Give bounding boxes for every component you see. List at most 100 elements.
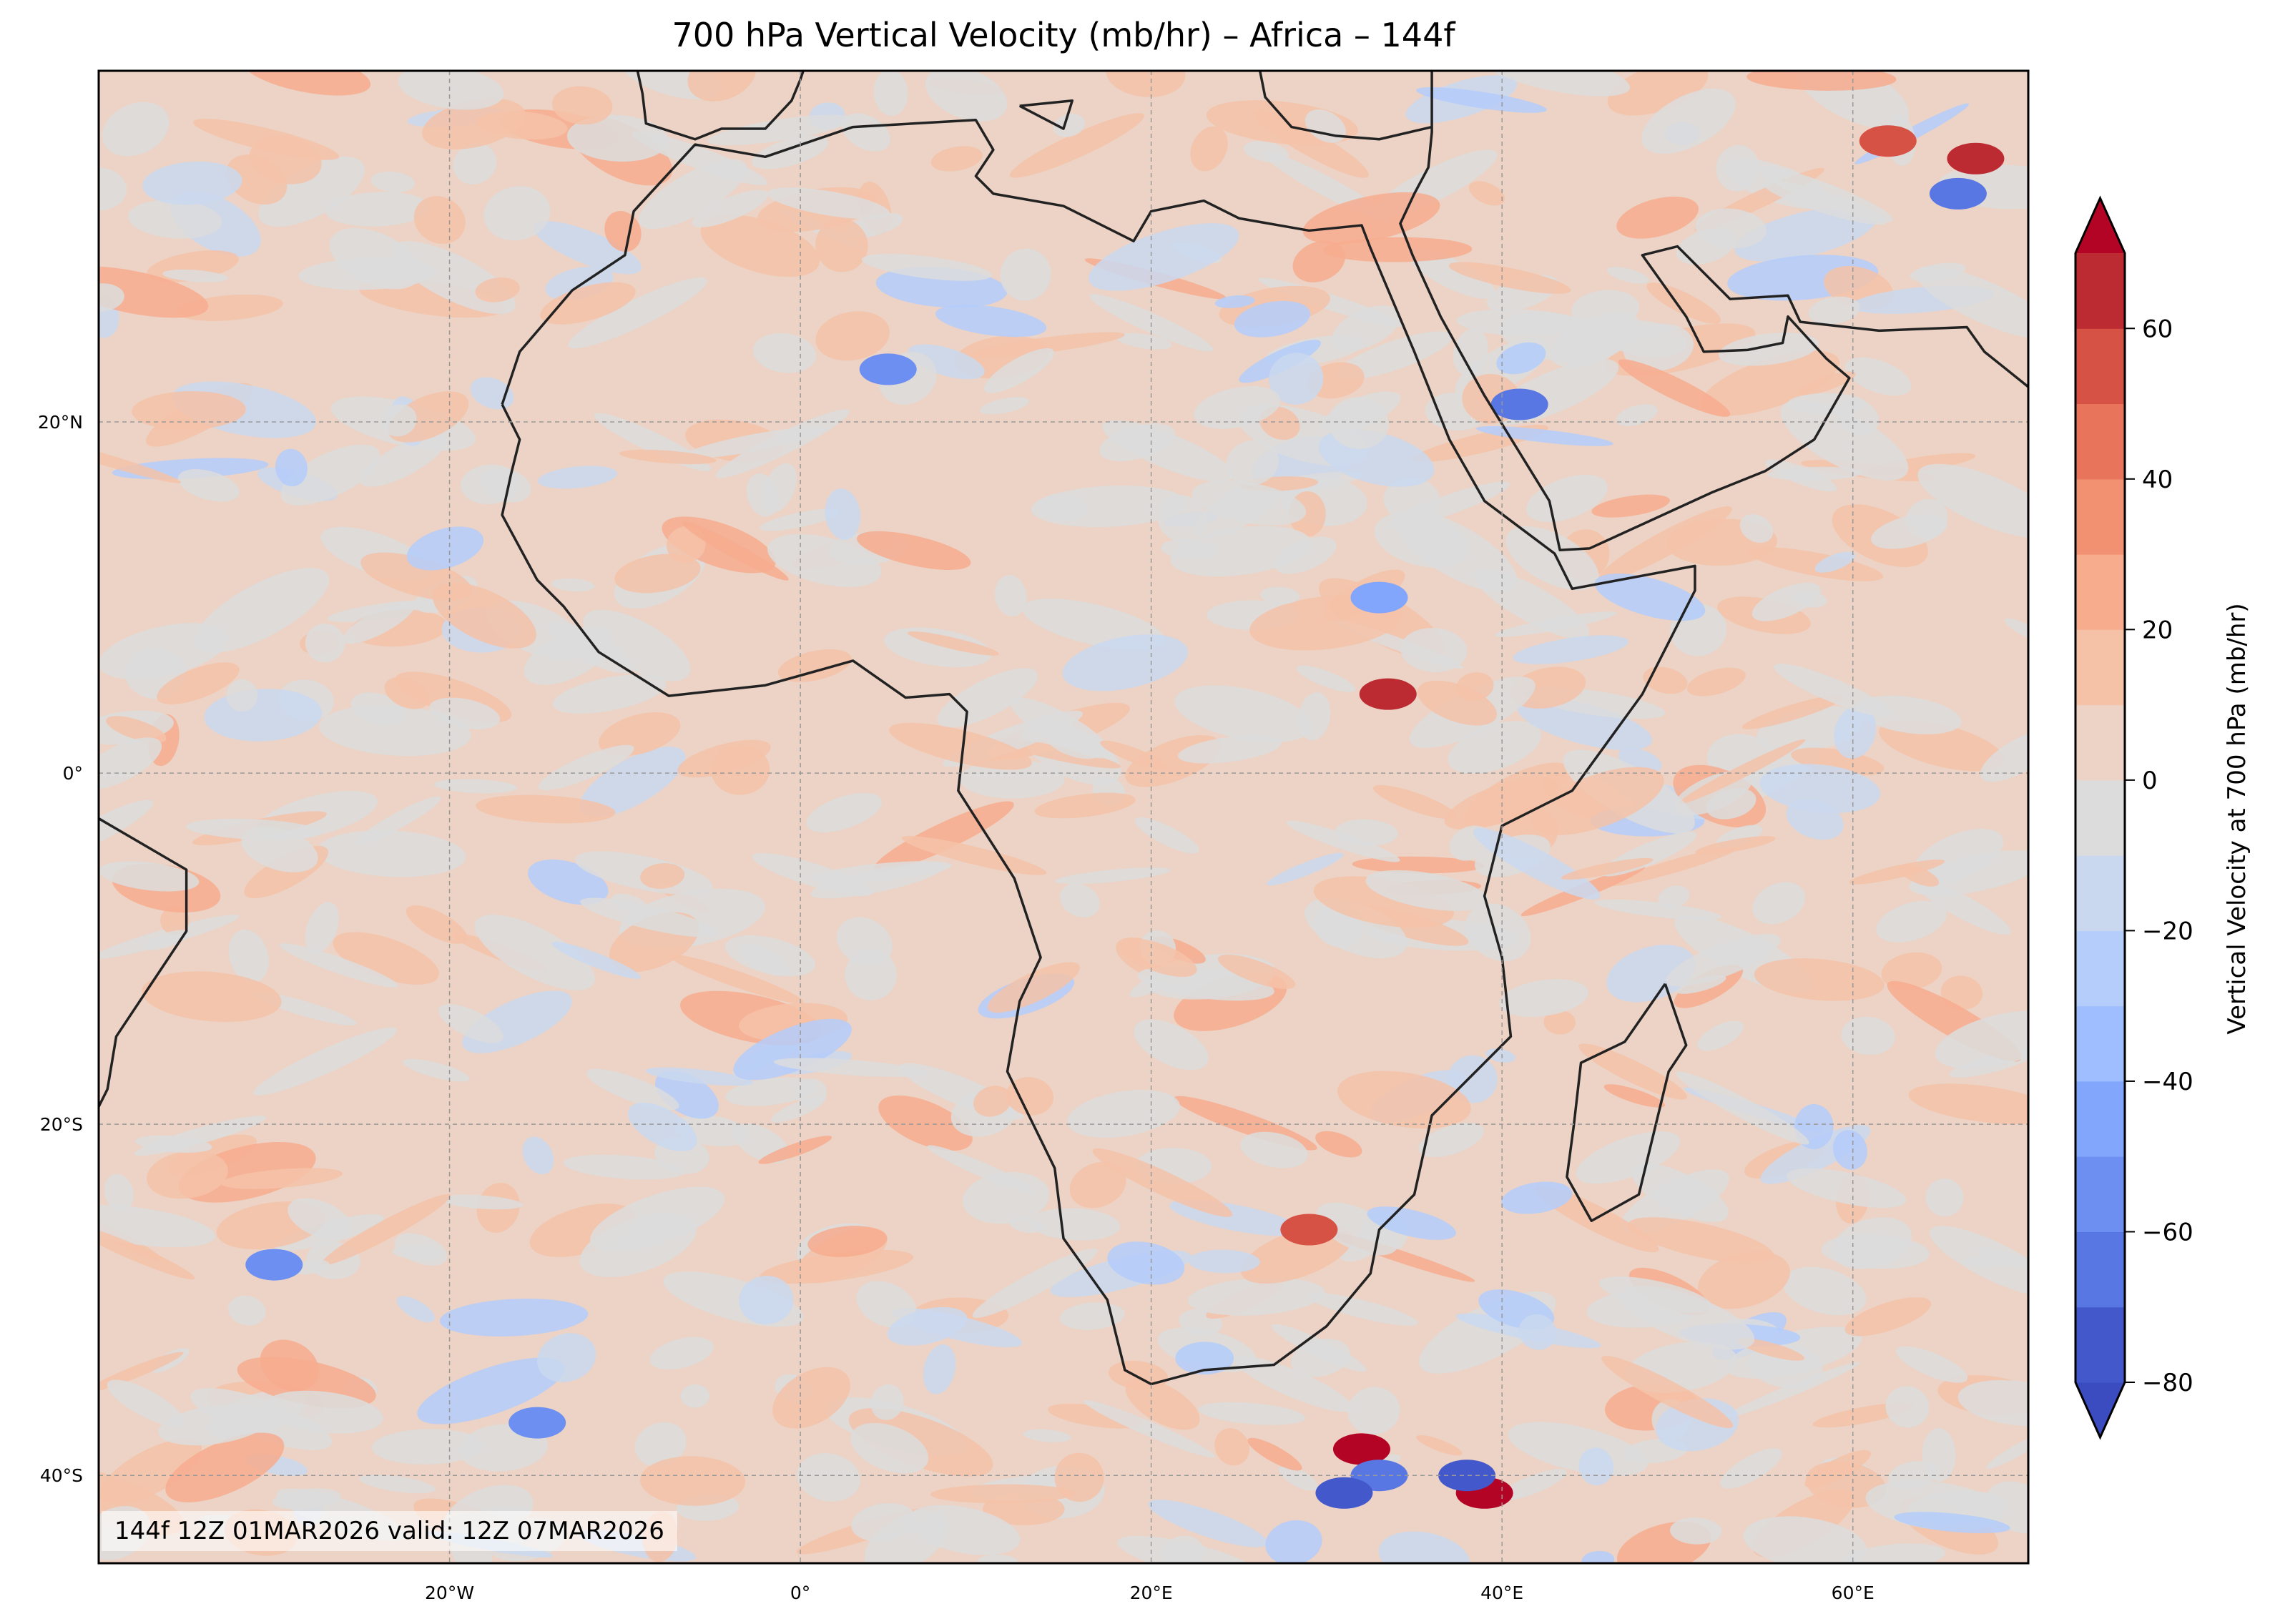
coastline xyxy=(501,118,1696,1386)
field-cell xyxy=(1116,333,1172,350)
field-cell xyxy=(815,218,868,272)
field-cell xyxy=(1762,180,1887,225)
field-cell xyxy=(1148,1500,1268,1547)
field-cell xyxy=(1720,1448,1782,1489)
field-cell xyxy=(193,119,340,160)
field-cell xyxy=(1328,397,1390,450)
field-cell xyxy=(1814,551,1855,573)
field-cell xyxy=(1034,792,1136,819)
field-cell xyxy=(1695,836,1776,855)
field-cell xyxy=(1278,1465,1318,1491)
field-cell xyxy=(1739,513,1774,543)
colorbar: −80 −60 −40 −20 0 20 40 60 xyxy=(2074,195,2193,1440)
field-cell xyxy=(851,1502,917,1542)
field-cell xyxy=(1929,1226,2028,1297)
field-cell xyxy=(1591,494,1671,518)
field-cell xyxy=(406,905,468,944)
field-cell xyxy=(1623,323,1694,372)
field-cell xyxy=(1286,820,1400,862)
field-cell xyxy=(128,200,222,239)
field-cell xyxy=(305,623,345,663)
field-cell xyxy=(438,1004,504,1043)
field-cell xyxy=(994,575,1027,617)
field-extreme xyxy=(1490,388,1548,420)
field-cell xyxy=(1134,1019,1209,1071)
field-cell xyxy=(264,1390,383,1434)
field-cell xyxy=(980,397,1030,415)
field-cell xyxy=(1247,1437,1302,1471)
field-cell xyxy=(611,893,648,913)
field-extreme xyxy=(245,1249,303,1281)
field-cell xyxy=(1066,1090,1180,1138)
field-cell xyxy=(1510,666,1586,709)
field-cell xyxy=(772,1367,850,1429)
field-cell xyxy=(1608,846,1739,887)
field-cell xyxy=(1469,181,1505,206)
field-cell xyxy=(1679,739,1806,804)
field-cell xyxy=(677,739,771,778)
axes-frame xyxy=(97,69,2030,1565)
field-cell xyxy=(135,1135,212,1153)
colorbar-band xyxy=(2075,930,2125,1007)
field-cell xyxy=(1767,466,1864,481)
coastline xyxy=(636,71,805,141)
field-cell xyxy=(403,1058,470,1082)
field-cell xyxy=(144,930,190,950)
field-cell xyxy=(398,71,504,110)
colorbar-band xyxy=(2075,1306,2125,1383)
y-tick-label: 40°S xyxy=(40,1465,83,1486)
field-cell xyxy=(930,146,983,172)
field-cell xyxy=(1367,1206,1456,1240)
coastline xyxy=(1018,99,1074,130)
field-cell xyxy=(221,1168,343,1189)
field-cell xyxy=(1876,900,1947,943)
field-cell xyxy=(147,1151,228,1199)
colorbar-tick-label: 0 xyxy=(2142,767,2158,795)
field-cell xyxy=(1723,1362,1860,1419)
field-extreme xyxy=(1859,125,1917,157)
field-extreme xyxy=(1280,1214,1338,1246)
field-cell xyxy=(1881,952,1942,990)
field-extreme xyxy=(1359,678,1417,710)
field-cell xyxy=(1315,1131,1362,1158)
colorbar-band xyxy=(2075,253,2125,329)
field-cell xyxy=(815,311,890,361)
field-cell xyxy=(1561,857,1654,880)
field-cell xyxy=(417,1357,565,1424)
field-cell xyxy=(253,1027,398,1096)
field-cell xyxy=(1641,88,1736,154)
field-cell xyxy=(227,1295,266,1326)
field-cell xyxy=(1845,357,1912,396)
field-cell xyxy=(1496,342,1546,375)
field-cell xyxy=(715,409,850,478)
field-cell xyxy=(371,1429,484,1465)
field-cell xyxy=(1986,1433,2028,1469)
x-tick-label: 20°W xyxy=(425,1583,474,1603)
field-cell xyxy=(1782,1266,1867,1316)
field-cell xyxy=(767,187,890,220)
field-cell xyxy=(1849,859,1945,885)
field-cell xyxy=(1793,589,1827,608)
field-cell xyxy=(1594,574,1706,621)
field-cell xyxy=(1418,1123,1484,1158)
field-cell xyxy=(1307,1292,1418,1326)
field-cell xyxy=(747,473,779,517)
field-cell xyxy=(1697,1251,1791,1309)
field-cell xyxy=(474,915,595,990)
field-cell xyxy=(640,862,685,889)
field-cell xyxy=(1100,740,1169,770)
field-cell xyxy=(927,1145,1036,1194)
field-cell xyxy=(669,954,804,1004)
field-cell xyxy=(883,627,992,668)
field-cell xyxy=(1835,398,1880,435)
field-cell xyxy=(1499,979,1588,1017)
colorbar-band xyxy=(2075,1005,2125,1082)
field-cell xyxy=(627,1103,697,1151)
field-cell xyxy=(1054,867,1171,885)
field-cell xyxy=(1513,635,1628,664)
field-cell xyxy=(580,897,718,938)
field-cell xyxy=(1909,850,2028,896)
field-cell xyxy=(1084,1400,1215,1458)
field-cell xyxy=(1198,1402,1306,1425)
field-cell xyxy=(1107,1241,1185,1285)
